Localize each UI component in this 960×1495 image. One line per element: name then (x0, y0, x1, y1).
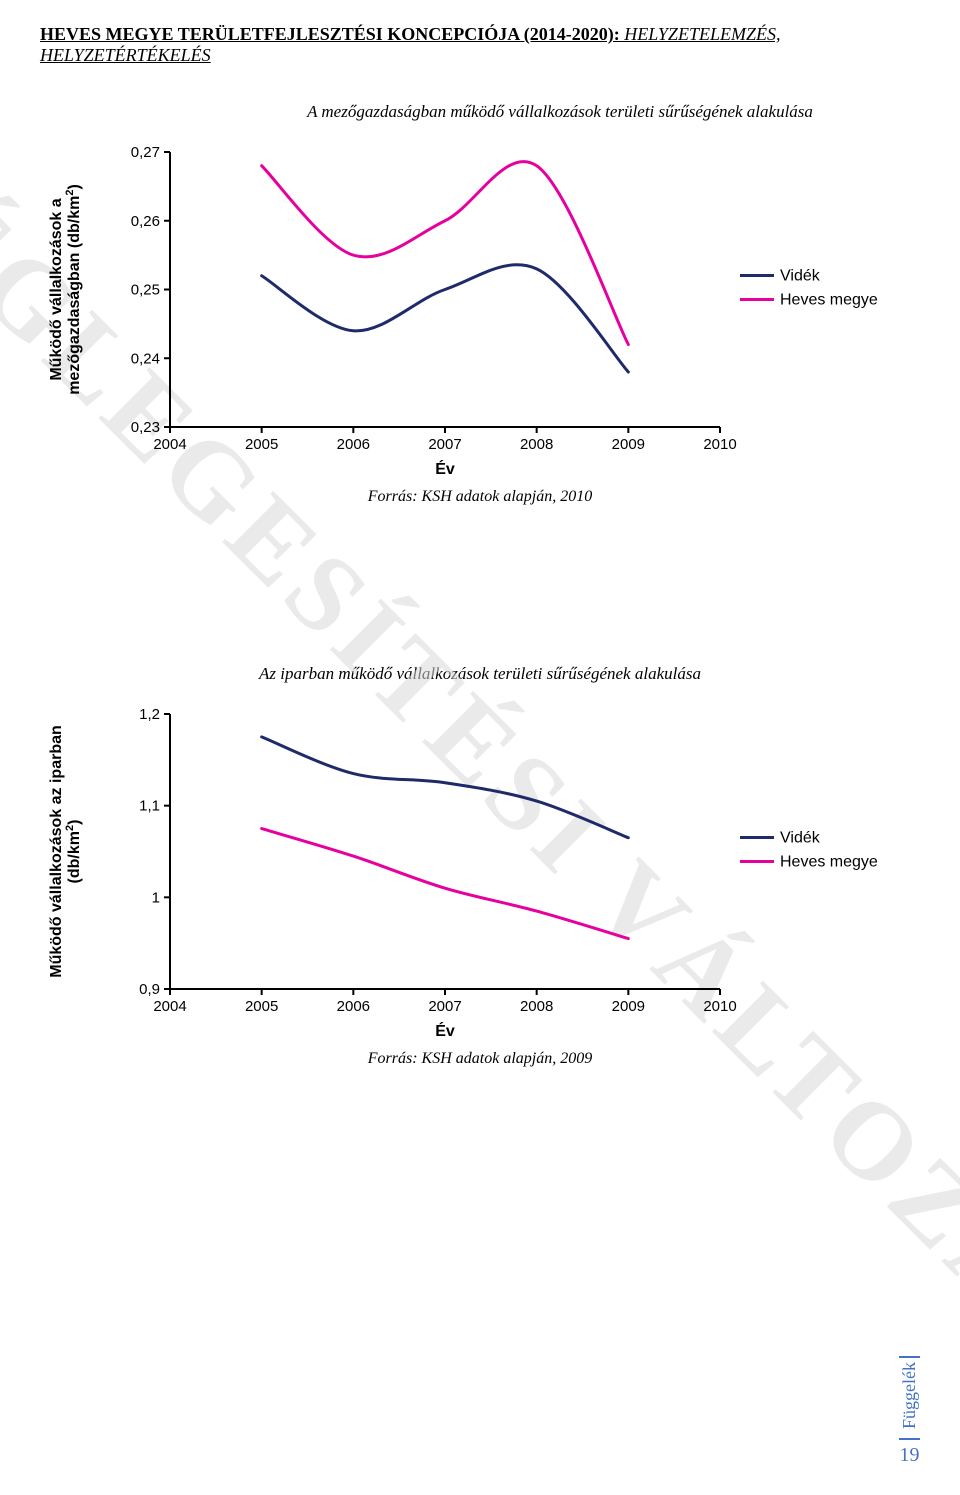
svg-text:2004: 2004 (153, 436, 186, 453)
page-header: HEVES MEGYE TERÜLETFEJLESZTÉSI KONCEPCIÓ… (0, 0, 960, 74)
svg-text:1,1: 1,1 (139, 798, 160, 815)
svg-text:0,23: 0,23 (131, 419, 160, 436)
chart1-section: A mezőgazdaságban működő vállalkozások t… (40, 102, 920, 506)
svg-text:0,26: 0,26 (131, 213, 160, 230)
svg-text:0,25: 0,25 (131, 282, 160, 299)
svg-text:0,9: 0,9 (139, 981, 160, 998)
svg-text:Heves megye: Heves megye (780, 854, 878, 871)
svg-text:2007: 2007 (428, 436, 461, 453)
svg-text:2010: 2010 (703, 436, 736, 453)
svg-text:Vidék: Vidék (780, 268, 821, 285)
footer-page-number: 19 (899, 1438, 920, 1467)
svg-text:2006: 2006 (337, 998, 370, 1015)
svg-text:Vidék: Vidék (780, 830, 821, 847)
svg-text:Heves megye: Heves megye (780, 292, 878, 309)
svg-text:1,2: 1,2 (139, 706, 160, 723)
header-bold: HEVES MEGYE TERÜLETFEJLESZTÉSI KONCEPCIÓ… (40, 24, 620, 44)
svg-text:1: 1 (152, 889, 160, 906)
svg-text:Év: Év (435, 459, 455, 478)
chart1-title: A mezőgazdaságban működő vállalkozások t… (200, 102, 920, 122)
svg-text:2005: 2005 (245, 436, 278, 453)
svg-text:0,27: 0,27 (131, 144, 160, 161)
chart2-section: Az iparban működő vállalkozások területi… (40, 664, 920, 1068)
svg-text:2008: 2008 (520, 436, 553, 453)
svg-text:2009: 2009 (612, 436, 645, 453)
chart1-source: Forrás: KSH adatok alapján, 2010 (40, 488, 920, 506)
svg-text:2010: 2010 (703, 998, 736, 1015)
svg-text:0,24: 0,24 (131, 350, 160, 367)
svg-text:Működő vállalkozások amezőgazd: Működő vállalkozások amezőgazdaságban (d… (48, 184, 83, 395)
footer-sidebar: Függelék 19 (899, 1356, 920, 1467)
footer-label: Függelék (899, 1356, 920, 1429)
chart2: 0,9 1 1,1 1,2 2004 2005 2006 2007 2008 2009 2010 Év… (40, 694, 920, 1044)
svg-text:2005: 2005 (245, 998, 278, 1015)
svg-text:Működő vállalkozások az iparba: Működő vállalkozások az iparban(db/km2) (48, 725, 83, 978)
chart2-title: Az iparban működő vállalkozások területi… (40, 664, 920, 684)
svg-text:Év: Év (435, 1021, 455, 1040)
svg-text:2007: 2007 (428, 998, 461, 1015)
svg-text:2006: 2006 (337, 436, 370, 453)
svg-text:2004: 2004 (153, 998, 186, 1015)
svg-text:2008: 2008 (520, 998, 553, 1015)
chart2-source: Forrás: KSH adatok alapján, 2009 (40, 1050, 920, 1068)
svg-text:2009: 2009 (612, 998, 645, 1015)
chart1: 0,23 0,24 0,25 0,26 0,27 2004 2005 2006 2007 2008… (40, 132, 920, 482)
